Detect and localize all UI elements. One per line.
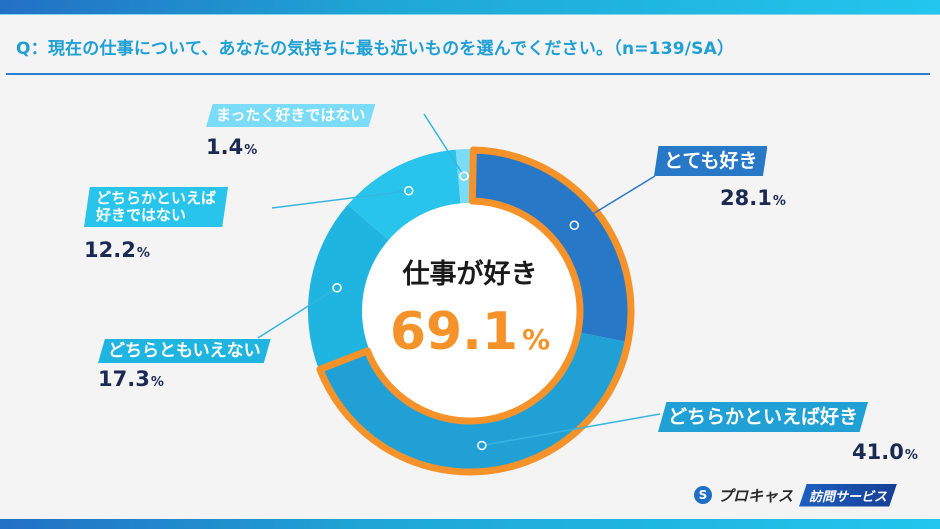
value-unit: % xyxy=(772,194,786,209)
center-value-unit: % xyxy=(522,323,551,356)
value-number: 28.1 xyxy=(720,186,772,210)
value-not-at-all: 1.4% xyxy=(206,135,257,159)
donut-slice-somewhat-like xyxy=(319,331,629,473)
label-somewhat-like: どちらかといえば好き xyxy=(658,402,869,432)
value-neutral: 17.3% xyxy=(98,367,164,391)
center-value: 69.1% xyxy=(370,302,570,370)
brand-service-badge: 訪問サービス xyxy=(799,483,898,507)
brand-mark-icon: S xyxy=(694,486,712,504)
top-accent-bar xyxy=(0,0,940,15)
value-number: 1.4 xyxy=(206,135,244,159)
leader-line-not-at-all xyxy=(423,113,465,177)
label-very-like: とても好き xyxy=(654,146,768,176)
donut-slice-somewhat-dislike xyxy=(347,149,461,241)
question-title: Q：現在の仕事について、あなたの気持ちに最も近いものを選んでください。（n=13… xyxy=(16,39,735,59)
leader-dot-somewhat-like xyxy=(477,440,487,451)
value-number: 41.0 xyxy=(852,440,904,464)
donut-slice-very-like xyxy=(470,149,632,343)
value-somewhat-dislike: 12.2% xyxy=(84,238,150,262)
leader-dot-neutral xyxy=(332,283,342,293)
label-somewhat-dislike: どちらかといえば 好きではない xyxy=(84,187,229,227)
value-number: 17.3 xyxy=(98,367,150,391)
value-number: 12.2 xyxy=(84,238,136,262)
leader-dot-very-like xyxy=(569,220,580,231)
value-unit: % xyxy=(904,448,918,463)
value-somewhat-like: 41.0% xyxy=(852,440,918,464)
bottom-accent-bar xyxy=(0,519,940,529)
donut-slice-neutral xyxy=(308,204,389,370)
label-neutral: どちらともいえない xyxy=(98,339,271,363)
value-unit: % xyxy=(136,246,150,261)
brand-logo: S プロキャス 訪問サービス xyxy=(694,483,898,507)
leader-dot-not-at-all xyxy=(459,171,469,181)
center-value-number: 69.1 xyxy=(389,302,519,362)
leader-line-somewhat-dislike xyxy=(271,189,409,209)
value-unit: % xyxy=(244,143,258,158)
center-title: 仕事が好き xyxy=(402,259,538,290)
highlight-outline xyxy=(316,146,635,476)
value-very-like: 28.1% xyxy=(720,186,786,210)
leader-line-somewhat-like xyxy=(481,413,661,447)
label-not-at-all: まったく好きではない xyxy=(206,104,376,127)
title-divider xyxy=(6,73,930,75)
leader-line-very-like xyxy=(573,175,656,226)
brand-name: プロキャス xyxy=(718,486,794,505)
label-line1: どちらかといえば xyxy=(96,189,217,207)
value-unit: % xyxy=(150,375,164,390)
label-line2: 好きではない xyxy=(96,206,187,224)
leader-dot-somewhat-dislike xyxy=(403,185,414,196)
leader-line-neutral xyxy=(257,287,338,339)
